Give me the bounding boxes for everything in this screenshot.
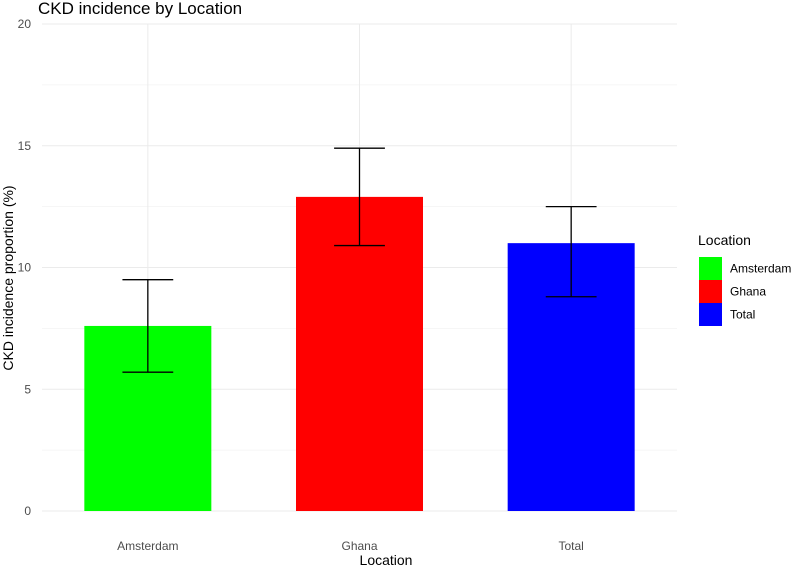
x-axis-ticks: Amsterdam Ghana Total — [117, 539, 584, 553]
x-tick-label: Ghana — [341, 539, 377, 553]
y-tick-label: 5 — [24, 382, 31, 396]
y-tick-label: 15 — [18, 139, 32, 153]
legend-title: Location — [698, 232, 751, 248]
legend-key-amsterdam — [699, 257, 722, 280]
legend-label-ghana: Ghana — [730, 285, 766, 299]
x-tick-label: Amsterdam — [117, 539, 178, 553]
y-tick-label: 10 — [18, 261, 32, 275]
error-bars — [122, 147, 597, 373]
x-axis-title: Location — [360, 552, 413, 568]
error-bar-total — [545, 205, 597, 298]
legend-label-total: Total — [730, 308, 755, 322]
chart-title: CKD incidence by Location — [38, 0, 242, 18]
legend-key-ghana — [699, 280, 722, 303]
legend-key-total — [699, 303, 722, 326]
bar-ghana — [296, 196, 423, 511]
y-axis-title: CKD incidence proportion (%) — [0, 185, 16, 370]
y-axis-ticks: 0 5 10 15 20 — [18, 17, 32, 518]
legend: Location Amsterdam Ghana Total — [698, 232, 791, 326]
y-tick-label: 20 — [18, 17, 32, 31]
x-tick-label: Total — [558, 539, 583, 553]
y-tick-label: 0 — [24, 504, 31, 518]
bars — [84, 196, 635, 511]
legend-label-amsterdam: Amsterdam — [730, 262, 791, 276]
error-bar-ghana — [334, 147, 385, 247]
error-bar-amsterdam — [122, 279, 174, 373]
